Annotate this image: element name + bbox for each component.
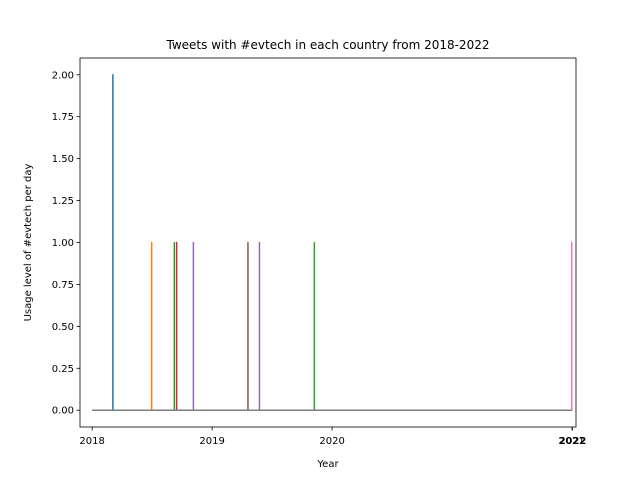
y-tick-label: 2.00 — [52, 70, 74, 81]
y-tick-label: 1.25 — [52, 196, 74, 207]
chart-title: Tweets with #evtech in each country from… — [166, 38, 490, 52]
x-axis-title: Year — [316, 459, 339, 470]
plot-frame — [79, 57, 577, 428]
x-tick-label: 2019 — [199, 436, 224, 447]
y-tick-label: 0.75 — [52, 280, 74, 291]
y-axis-title: Usage level of #evtech per day — [23, 164, 34, 322]
x-tick-label: 2020 — [319, 436, 344, 447]
y-tick-label: 0.00 — [52, 406, 74, 417]
x-tick-label: 2022 — [558, 436, 586, 447]
series-layer — [92, 74, 573, 411]
y-tick-label: 1.75 — [52, 112, 74, 123]
axes-layer: 0.00 0.25 0.50 0.75 1.00 1.25 1.50 1.75 2.00 2018… — [52, 70, 587, 447]
y-tick-label: 0.50 — [52, 322, 74, 333]
x-tick-label: 2018 — [79, 436, 104, 447]
y-tick-label: 0.25 — [52, 364, 74, 375]
y-tick-label: 1.00 — [52, 238, 74, 249]
y-tick-label: 1.50 — [52, 154, 74, 165]
x-tick-label: 2021 — [559, 436, 584, 447]
